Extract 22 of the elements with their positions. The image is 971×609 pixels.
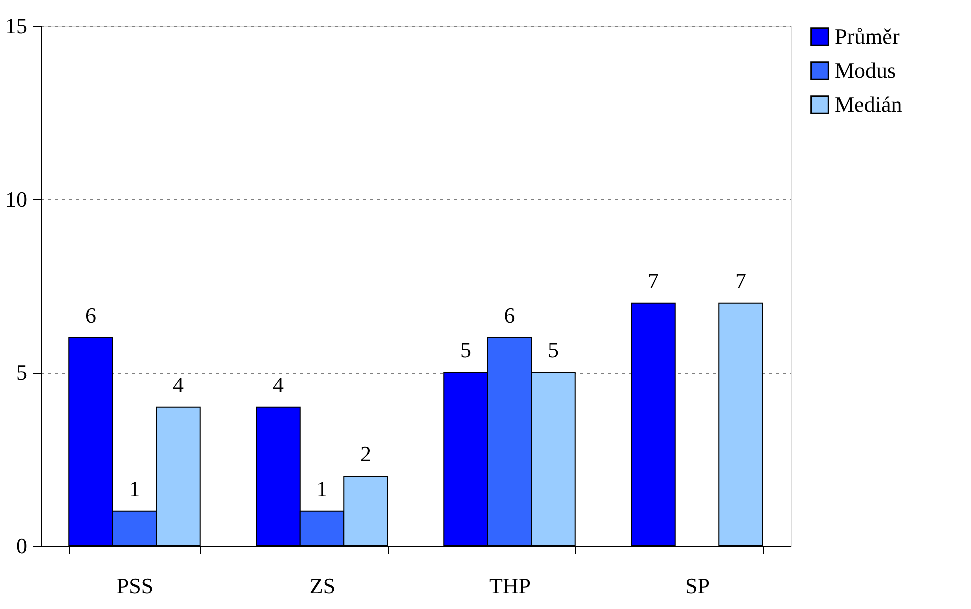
x-tick-label: SP: [686, 574, 710, 598]
data-label: 5: [460, 338, 472, 363]
legend-label: Medián: [835, 92, 902, 117]
data-label: 6: [86, 303, 96, 328]
x-tick-label: THP: [489, 574, 532, 598]
data-label: 4: [273, 372, 284, 398]
y-tick-label: 15: [6, 14, 28, 38]
y-tick-label: 10: [6, 186, 28, 212]
data-label: 4: [173, 372, 184, 398]
data-label: 7: [736, 268, 746, 294]
legend-label: Průměr: [835, 24, 900, 49]
legend-label: Modus: [835, 58, 896, 83]
y-tick-label: 0: [16, 534, 28, 558]
data-label: 5: [548, 338, 559, 363]
data-label: 1: [316, 476, 328, 502]
data-label: 7: [648, 268, 659, 294]
data-label: 1: [129, 476, 140, 502]
x-tick-label: ZS: [310, 574, 336, 598]
data-label: 6: [504, 303, 516, 328]
data-label: 2: [360, 442, 372, 467]
y-tick-label: 5: [16, 360, 28, 386]
x-tick-label: PSS: [116, 574, 154, 598]
